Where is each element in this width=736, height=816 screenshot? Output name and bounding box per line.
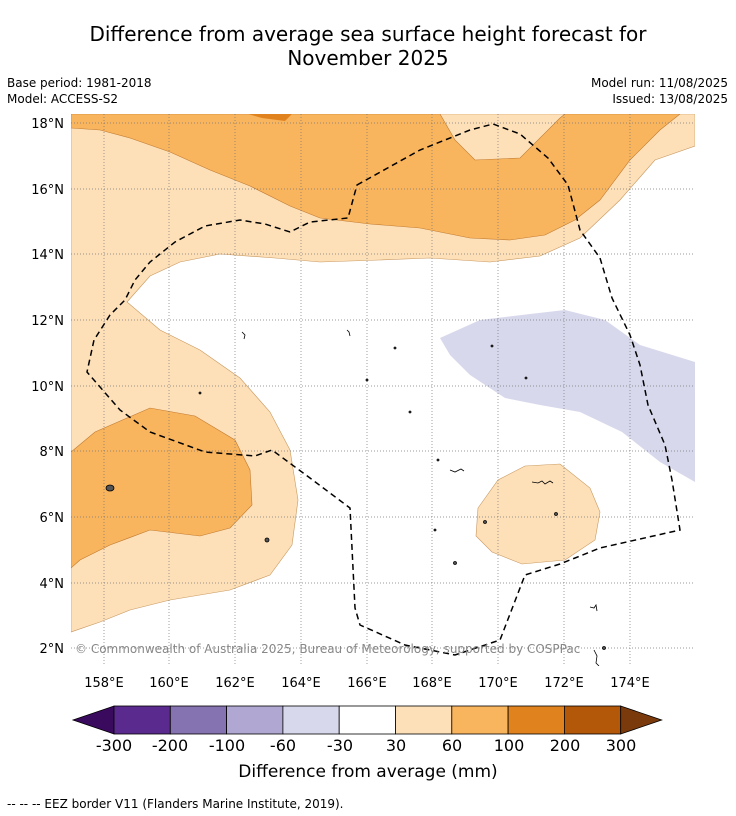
colorbar-swatch	[338, 705, 396, 735]
lon-tick-label: 158°E	[84, 676, 124, 691]
colorbar-title: Difference from average (mm)	[238, 762, 498, 782]
model-run: Model run: 11/08/2025	[590, 76, 728, 90]
colorbar-label: -60	[270, 736, 296, 755]
model-name: Model: ACCESS-S2	[7, 92, 119, 106]
anomaly-negative-region	[440, 310, 695, 482]
colorbar-label: 60	[442, 736, 462, 755]
anomaly-60-100-north	[71, 114, 681, 241]
eez-border	[86, 123, 681, 656]
lat-tick-label: 8°N	[40, 445, 65, 460]
anomaly-100-200-top	[248, 114, 292, 121]
colorbar-swatch	[169, 705, 228, 735]
colorbar-label: -300	[96, 736, 132, 755]
islands	[105, 329, 606, 666]
lon-tick-label: 164°E	[281, 676, 321, 691]
footnote: -- -- -- EEZ border V11 (Flanders Marine…	[7, 797, 344, 811]
colorbar-swatch	[451, 705, 509, 735]
anomaly-60-100-west	[71, 407, 253, 569]
map-title: Difference from average sea surface heig…	[0, 22, 736, 70]
lat-tick-label: 10°N	[31, 380, 64, 395]
colorbar	[71, 705, 663, 735]
base-period: Base period: 1981-2018	[7, 76, 152, 90]
colorbar-arrow-low	[71, 705, 115, 735]
lat-tick-label: 18°N	[31, 117, 64, 132]
colorbar-label: 100	[494, 736, 525, 755]
lon-tick-label: 168°E	[412, 676, 452, 691]
title-line-1: Difference from average sea surface heig…	[89, 22, 647, 46]
graticule-lines	[71, 114, 695, 666]
lat-tick-label: 2°N	[40, 642, 65, 657]
colorbar-swatch	[564, 705, 622, 735]
title-line-2: November 2025	[287, 46, 449, 70]
lat-tick-label: 14°N	[31, 248, 64, 263]
lon-tick-label: 174°E	[610, 676, 650, 691]
lon-tick-label: 160°E	[149, 676, 189, 691]
anomaly-30-60-east	[475, 463, 601, 565]
lat-tick-label: 6°N	[40, 511, 65, 526]
colorbar-label: 30	[386, 736, 406, 755]
colorbar-label: 200	[550, 736, 581, 755]
colorbar-label: -30	[327, 736, 353, 755]
lat-tick-label: 16°N	[31, 183, 64, 198]
lon-tick-label: 172°E	[544, 676, 584, 691]
colorbar-swatch	[395, 705, 453, 735]
issued-date: Issued: 13/08/2025	[612, 92, 728, 106]
lon-tick-label: 162°E	[215, 676, 255, 691]
colorbar-swatch	[282, 705, 340, 735]
colorbar-arrow-high	[620, 705, 663, 735]
lat-tick-label: 4°N	[40, 577, 65, 592]
map-area	[71, 114, 695, 666]
lat-tick-label: 12°N	[31, 314, 64, 329]
colorbar-swatch	[226, 705, 284, 735]
lon-tick-label: 170°E	[478, 676, 518, 691]
meta-right: Model run: 11/08/2025 Issued: 13/08/2025	[591, 75, 728, 107]
meta-left: Base period: 1981-2018 Model: ACCESS-S2	[7, 75, 152, 107]
copyright-text: © Commonwealth of Australia 2025, Bureau…	[75, 642, 580, 656]
colorbar-swatch	[113, 705, 171, 735]
colorbar-label: -100	[209, 736, 245, 755]
colorbar-swatch	[507, 705, 565, 735]
colorbar-label: -200	[152, 736, 188, 755]
lon-tick-label: 166°E	[347, 676, 387, 691]
colorbar-label: 300	[606, 736, 637, 755]
